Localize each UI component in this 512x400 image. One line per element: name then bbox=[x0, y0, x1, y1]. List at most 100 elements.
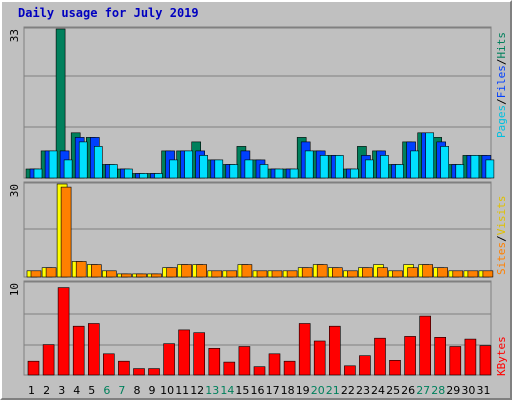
bar-pages bbox=[350, 168, 359, 179]
bar-sites bbox=[75, 261, 87, 278]
visits-panel: 30 bbox=[8, 181, 494, 278]
bar-kbytes bbox=[434, 336, 447, 376]
x-tick-label: 1 bbox=[28, 384, 35, 397]
kbytes-panel: 10 bbox=[8, 280, 492, 376]
bar-sites bbox=[226, 270, 238, 278]
bar-pages bbox=[485, 159, 495, 179]
x-tick-label: 24 bbox=[371, 384, 385, 397]
bar-kbytes bbox=[148, 368, 160, 376]
x-tick-label: 14 bbox=[220, 384, 234, 397]
bar-sites bbox=[121, 273, 132, 278]
x-tick-label: 16 bbox=[251, 384, 265, 397]
x-tick-label: 17 bbox=[266, 384, 280, 397]
bar-kbytes bbox=[133, 368, 145, 376]
y-axis-max-label: 30 bbox=[8, 184, 21, 197]
bar-sites bbox=[106, 270, 117, 278]
x-tick-label: 26 bbox=[401, 384, 415, 397]
bar-sites bbox=[181, 264, 192, 278]
bar-pages bbox=[470, 155, 480, 179]
bar-sites bbox=[151, 273, 162, 278]
bar-kbytes bbox=[283, 360, 296, 376]
bar-pages bbox=[380, 155, 389, 179]
bar-kbytes bbox=[103, 353, 115, 376]
bar-sites bbox=[392, 270, 403, 278]
bar-pages bbox=[78, 141, 88, 179]
x-tick-label: 11 bbox=[175, 384, 189, 397]
bar-pages bbox=[33, 168, 43, 179]
bar-kbytes bbox=[344, 365, 356, 376]
bar-sites bbox=[377, 267, 388, 278]
bar-sites bbox=[316, 264, 328, 278]
x-tick-label: 8 bbox=[134, 384, 141, 397]
bar-pages bbox=[425, 132, 435, 179]
bar-pages bbox=[214, 159, 224, 179]
x-tick-label: 12 bbox=[190, 384, 204, 397]
x-tick-label: 2 bbox=[43, 384, 50, 397]
bar-sites bbox=[30, 270, 42, 278]
bar-sites bbox=[271, 270, 283, 278]
bar-kbytes bbox=[193, 332, 205, 376]
x-tick-label: 19 bbox=[296, 384, 310, 397]
bar-kbytes bbox=[479, 345, 492, 376]
bar-kbytes bbox=[88, 323, 100, 376]
bar-kbytes bbox=[419, 315, 432, 376]
bar-pages bbox=[455, 164, 465, 179]
x-tick-label: 4 bbox=[73, 384, 80, 397]
x-tick-label: 6 bbox=[103, 384, 110, 397]
bar-pages bbox=[244, 159, 254, 179]
bar-sites bbox=[136, 273, 147, 278]
bar-sites bbox=[362, 267, 373, 278]
bar-kbytes bbox=[27, 360, 40, 376]
bar-pages bbox=[289, 168, 299, 179]
bar-kbytes bbox=[404, 336, 416, 376]
bar-kbytes bbox=[464, 338, 477, 376]
bar-kbytes bbox=[298, 323, 311, 376]
bar-pages bbox=[274, 168, 284, 179]
x-tick-label: 13 bbox=[205, 384, 219, 397]
bar-pages bbox=[94, 146, 103, 179]
bar-sites bbox=[211, 270, 223, 278]
bar-pages bbox=[48, 150, 58, 179]
x-tick-label: 3 bbox=[58, 384, 65, 397]
bar-kbytes bbox=[118, 360, 130, 376]
x-tick-label: 18 bbox=[281, 384, 295, 397]
bar-pages bbox=[304, 150, 314, 179]
x-tick-label: 23 bbox=[356, 384, 370, 397]
chart-title: Daily usage for July 2019 bbox=[18, 6, 199, 20]
bar-kbytes bbox=[163, 343, 175, 376]
bar-kbytes bbox=[268, 353, 281, 376]
bar-kbytes bbox=[223, 361, 236, 376]
bar-sites bbox=[241, 264, 253, 278]
y-axis-max-label: 10 bbox=[8, 283, 21, 296]
bar-sites bbox=[91, 264, 102, 278]
x-tick-label: 21 bbox=[326, 384, 340, 397]
bar-kbytes bbox=[328, 325, 341, 376]
bar-sites bbox=[347, 270, 358, 278]
bar-kbytes bbox=[238, 346, 251, 376]
bar-sites bbox=[166, 267, 177, 278]
bar-sites bbox=[60, 186, 72, 278]
bar-sites bbox=[452, 270, 464, 278]
x-tick-label: 7 bbox=[118, 384, 125, 397]
x-tick-label: 22 bbox=[341, 384, 355, 397]
bar-pages bbox=[319, 155, 329, 179]
bar-pages bbox=[63, 159, 73, 179]
x-tick-label: 15 bbox=[235, 384, 249, 397]
x-tick-label: 5 bbox=[88, 384, 95, 397]
bar-pages bbox=[169, 159, 178, 179]
bar-kbytes bbox=[253, 366, 266, 376]
bar-sites bbox=[422, 264, 434, 278]
bar-kbytes bbox=[72, 325, 85, 376]
bar-sites bbox=[407, 267, 418, 278]
bar-pages bbox=[154, 173, 163, 179]
bar-pages bbox=[440, 146, 450, 179]
x-tick-label: 10 bbox=[160, 384, 174, 397]
x-tick-label: 25 bbox=[386, 384, 400, 397]
x-tick-label: 29 bbox=[446, 384, 460, 397]
bar-pages bbox=[334, 155, 344, 179]
x-tick-label: 9 bbox=[149, 384, 156, 397]
bar-sites bbox=[196, 264, 207, 278]
bar-kbytes bbox=[389, 359, 401, 376]
y-axis-max-label: 33 bbox=[8, 29, 21, 42]
